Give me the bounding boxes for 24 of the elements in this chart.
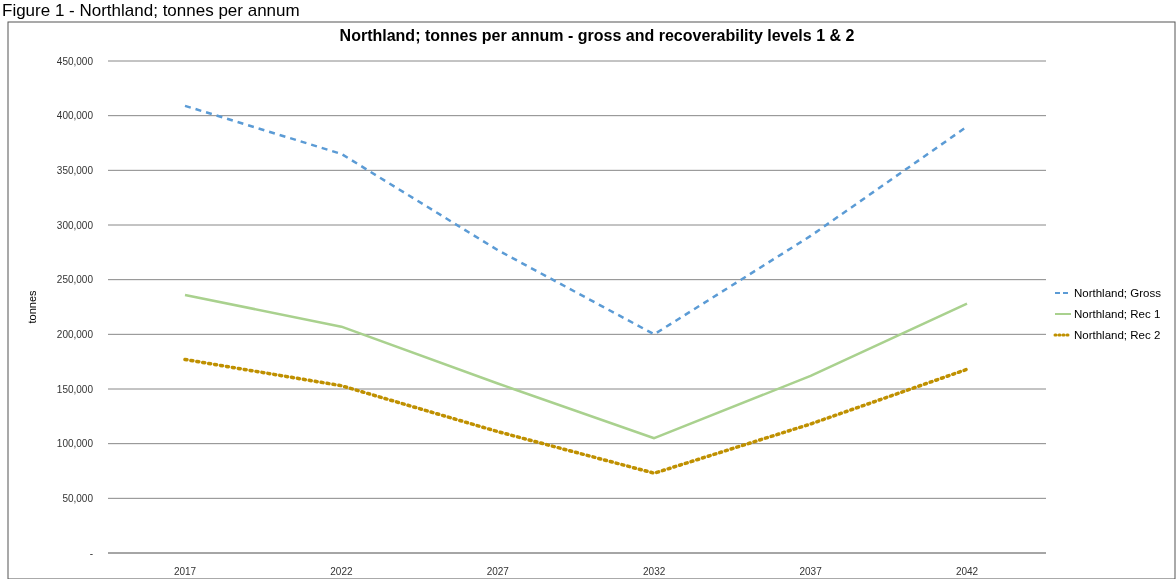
y-tick-label: 250,000 (56, 274, 94, 286)
y-tick-label: 300,000 (56, 219, 94, 231)
x-tick-label: 2022 (330, 566, 353, 577)
x-tick-label: 2027 (486, 566, 510, 577)
y-tick-label: - (89, 547, 93, 559)
x-tick-label: 2037 (799, 566, 823, 577)
y-tick-label: 350,000 (56, 164, 94, 176)
legend-label: Northland; Rec 1 (1074, 308, 1161, 321)
y-tick-label: 200,000 (56, 328, 94, 340)
x-tick-label: 2017 (173, 566, 197, 577)
legend-label: Northland; Gross (1074, 287, 1162, 300)
y-tick-label: 400,000 (56, 110, 94, 122)
y-tick-label: 450,000 (56, 55, 94, 67)
x-tick-label: 2042 (955, 566, 979, 577)
legend-label: Northland; Rec 2 (1074, 329, 1161, 342)
y-tick-label: 100,000 (56, 438, 94, 450)
y-axis-title: tonnes (26, 289, 38, 324)
line-series (183, 357, 969, 475)
x-tick-label: 2032 (643, 566, 666, 577)
line-series (183, 293, 969, 440)
chart-title: Northland; tonnes per annum - gross and recoverability levels 1 & 2 (339, 27, 855, 44)
y-tick-label: 50,000 (62, 492, 94, 504)
y-tick-label: 150,000 (56, 383, 94, 395)
caption: Figure 1 - Northland; tonnes per annum (2, 1, 300, 20)
